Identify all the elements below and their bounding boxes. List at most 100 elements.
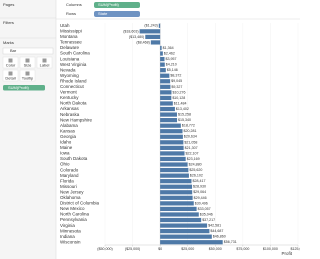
value-label: $20,281 bbox=[184, 129, 197, 133]
row-header: Missouri bbox=[60, 184, 77, 189]
value-label: $42,581 bbox=[208, 224, 221, 228]
row-header: Kentucky bbox=[60, 95, 79, 100]
bar bbox=[160, 145, 184, 150]
bar bbox=[160, 140, 184, 145]
row-header: Alabama bbox=[60, 123, 78, 128]
value-label: $56,731 bbox=[224, 240, 237, 244]
marks-pill-label: SUM(Profit) bbox=[8, 85, 30, 90]
row-header: Maryland bbox=[60, 173, 79, 178]
pages-title: Pages bbox=[3, 2, 14, 7]
tableau-window: Pages Filters Marks Bar Color Size Label De… bbox=[0, 0, 300, 259]
value-label: $33,057 bbox=[198, 207, 211, 211]
value-label: ($1,243) bbox=[144, 24, 157, 28]
row-header: Pennsylvania bbox=[60, 217, 87, 222]
value-label: $4,210 bbox=[166, 63, 177, 67]
columns-label: Columns bbox=[66, 2, 82, 7]
row-header: Idaho bbox=[60, 140, 72, 145]
bar bbox=[160, 156, 186, 162]
mark-type-dropdown[interactable] bbox=[2, 47, 54, 55]
mark-buttons: Color Size Label Detail Tooltip bbox=[2, 56, 53, 82]
row-header: North Carolina bbox=[60, 212, 90, 217]
bar bbox=[139, 29, 161, 34]
bar bbox=[160, 184, 193, 189]
rows-label: Rows bbox=[66, 11, 76, 16]
bar bbox=[160, 173, 189, 178]
value-label: $28,930 bbox=[193, 185, 206, 189]
value-label: $21,058 bbox=[184, 140, 197, 144]
value-label: $5,146 bbox=[167, 68, 178, 72]
button-icon bbox=[42, 58, 47, 63]
value-label: $37,217 bbox=[202, 218, 215, 222]
value-label: $2,462 bbox=[164, 51, 175, 55]
row-header: New Jersey bbox=[60, 189, 84, 194]
row-header: Louisiana bbox=[60, 56, 80, 61]
rows-pill[interactable] bbox=[94, 11, 140, 17]
row-header: Arkansas bbox=[60, 106, 80, 111]
row-header: Nevada bbox=[60, 67, 76, 72]
bar bbox=[145, 34, 161, 39]
side-panel bbox=[0, 0, 56, 259]
row-header: Rhode Island bbox=[60, 78, 87, 83]
value-label: $24,880 bbox=[189, 162, 202, 166]
bar bbox=[160, 167, 189, 173]
bar bbox=[160, 206, 197, 212]
row-header: Maine bbox=[60, 145, 73, 150]
bar bbox=[160, 79, 171, 84]
row-header: Montana bbox=[60, 34, 78, 39]
row-header: Wisconsin bbox=[60, 239, 81, 244]
row-header: Colorado bbox=[60, 167, 79, 172]
button-label: Detail bbox=[5, 76, 15, 81]
marks-title: Marks bbox=[3, 40, 14, 45]
row-header: Tennessee bbox=[60, 40, 82, 45]
value-label: $9,327 bbox=[171, 85, 182, 89]
bar bbox=[160, 118, 178, 123]
button-icon bbox=[8, 58, 13, 63]
value-label: $25,620 bbox=[189, 168, 202, 172]
value-label: $46,860 bbox=[213, 235, 226, 239]
x-tick-label: $0 bbox=[158, 247, 162, 251]
value-label: ($18,603) bbox=[123, 29, 138, 33]
bar bbox=[160, 134, 183, 139]
value-label: $15,258 bbox=[178, 113, 191, 117]
row-header: New Hampshire bbox=[60, 117, 93, 122]
row-header: Oklahoma bbox=[60, 195, 81, 200]
row-header: Minnesota bbox=[60, 228, 81, 233]
row-header: West Virginia bbox=[60, 62, 87, 67]
button-icon bbox=[25, 58, 30, 63]
bar bbox=[160, 73, 170, 78]
bar bbox=[160, 201, 194, 206]
value-label: $3,957 bbox=[166, 57, 177, 61]
value-label: $15,340 bbox=[178, 118, 191, 122]
bar bbox=[160, 51, 163, 56]
bar bbox=[160, 90, 172, 95]
value-label: $28,417 bbox=[192, 179, 205, 183]
value-label: $29,064 bbox=[193, 190, 206, 194]
row-header: Georgia bbox=[60, 134, 77, 139]
bar bbox=[160, 123, 181, 128]
button-label: Size bbox=[24, 63, 33, 68]
row-header: Mississippi bbox=[60, 29, 82, 34]
row-header: Delaware bbox=[60, 45, 80, 50]
value-label: $44,687 bbox=[210, 229, 223, 233]
button-label: Label bbox=[40, 63, 50, 68]
columns-pill[interactable] bbox=[94, 2, 140, 8]
bar bbox=[160, 95, 172, 101]
value-label: $26,102 bbox=[190, 174, 203, 178]
row-header: South Carolina bbox=[60, 51, 90, 56]
bar bbox=[160, 106, 175, 112]
x-tick-label: ($50,000) bbox=[97, 247, 112, 251]
button-label: Tooltip bbox=[22, 76, 34, 81]
bar bbox=[160, 129, 183, 134]
value-label: $21,307 bbox=[185, 146, 198, 150]
rows-pill-label: State bbox=[98, 11, 108, 16]
bar bbox=[160, 212, 199, 217]
x-tick-label: $25,000 bbox=[181, 247, 194, 251]
bar bbox=[160, 223, 208, 228]
bar bbox=[160, 217, 202, 223]
row-header: Ohio bbox=[60, 162, 70, 167]
x-tick-label: $125,000 bbox=[291, 247, 301, 251]
marks-pill[interactable] bbox=[3, 85, 45, 91]
columns-pill-label: SUM(Profit) bbox=[98, 2, 120, 7]
row-header: Indiana bbox=[60, 234, 75, 239]
bar bbox=[160, 112, 177, 117]
